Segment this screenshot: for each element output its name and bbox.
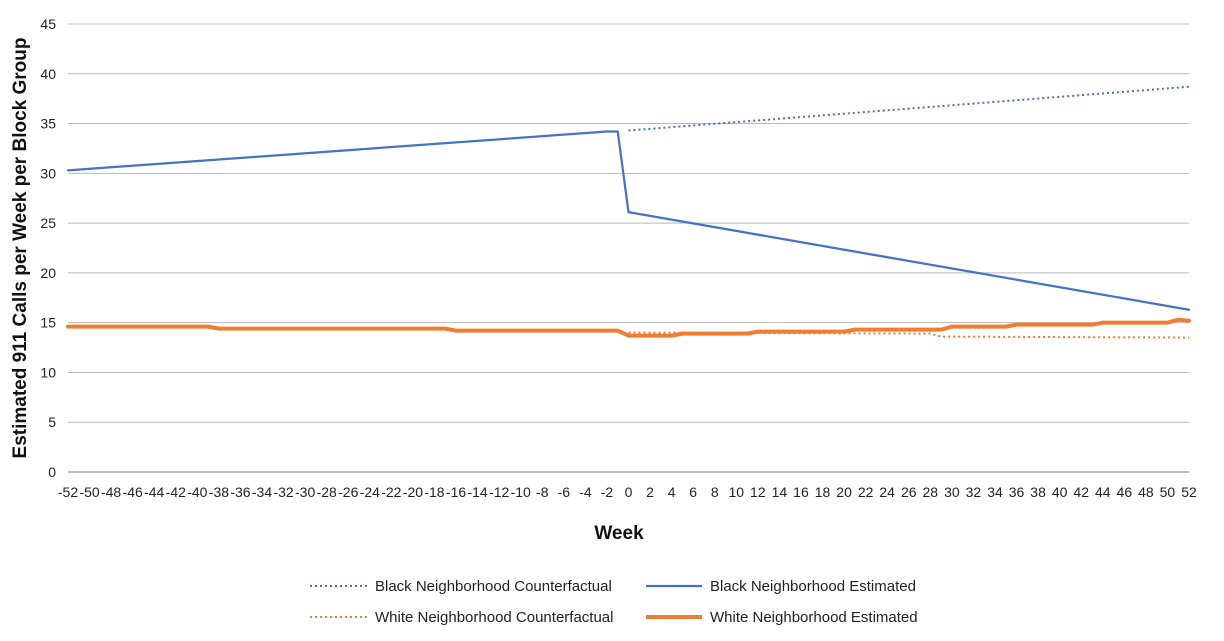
x-tick-label: 22 [858,484,874,500]
legend-item: White Neighborhood Counterfactual [310,609,613,626]
x-tick-label: -46 [123,484,143,500]
legend-item: Black Neighborhood Counterfactual [310,578,612,595]
x-tick-label: 26 [901,484,917,500]
gridlines [68,23,1189,423]
x-tick-label: -30 [295,484,315,500]
x-tick-label: 10 [728,484,744,500]
x-tick-label: 6 [689,484,697,500]
x-tick-label: 0 [625,484,633,500]
x-axis-ticks: -52 -50 -48 -46 -44 -42 -40 -38 -36 -34 -32 -30 -28-… [58,484,1197,500]
y-tick-label: 25 [40,215,56,231]
x-tick-label: -8 [536,484,549,500]
x-tick-label: -2 [601,484,614,500]
x-tick-label: 36 [1009,484,1025,500]
x-tick-label: -50 [79,484,99,500]
y-tick-label: 30 [40,165,56,181]
x-tick-label: 16 [793,484,809,500]
x-tick-label: 24 [879,484,895,500]
x-tick-label: -36 [230,484,250,500]
y-tick-label: 40 [40,66,56,82]
x-tick-label: 50 [1160,484,1176,500]
x-tick-label: 30 [944,484,960,500]
legend-label: Black Neighborhood Estimated [710,578,916,595]
x-tick-label: 4 [668,484,676,500]
x-tick-label: -32 [273,484,293,500]
legend-item: White Neighborhood Estimated [646,609,918,626]
y-tick-label: 0 [48,464,56,480]
legend-label: Black Neighborhood Counterfactual [375,578,612,595]
x-tick-label: -34 [252,484,272,500]
y-tick-label: 10 [40,364,56,380]
x-tick-label: 8 [711,484,719,500]
x-tick-label: -24 [360,484,380,500]
x-tick-label: -42 [166,484,186,500]
x-tick-label: 20 [836,484,852,500]
x-tick-label: -20 [403,484,423,500]
x-tick-label: -52 [58,484,78,500]
series-line-white-neighborhood-estimated [66,317,1191,338]
legend-label: White Neighborhood Estimated [710,609,918,626]
x-tick-label: -14 [467,484,487,500]
legend-item: Black Neighborhood Estimated [646,578,916,595]
x-tick-label: 46 [1117,484,1133,500]
series-line-black-neighborhood-estimated [66,130,1191,311]
x-tick-label: 48 [1138,484,1154,500]
x-axis-title: Week [594,523,644,544]
x-tick-label: -26 [338,484,358,500]
x-tick-label: -40 [187,484,207,500]
y-tick-label: 15 [40,315,56,331]
legend: Black Neighborhood Counterfactual Black … [310,578,918,626]
x-tick-label: 52 [1181,484,1197,500]
x-tick-label: 42 [1073,484,1089,500]
x-tick-label: 38 [1030,484,1046,500]
y-tick-label: 45 [40,16,56,32]
x-tick-label: -18 [424,484,444,500]
x-tick-label: -38 [209,484,229,500]
x-tick-label: -48 [101,484,121,500]
series-line-black-neighborhood-counterfactual [628,85,1190,132]
y-tick-label: 5 [48,414,56,430]
x-tick-label: 34 [987,484,1003,500]
y-axis-title: Estimated 911 Calls per Week per Block G… [10,38,31,459]
y-axis-ticks: 0 5 10 15 20 25 30 35 40 45 [40,16,56,480]
x-tick-label: -4 [579,484,592,500]
x-tick-label: 12 [750,484,766,500]
x-tick-label: 2 [646,484,654,500]
x-tick-label: 32 [966,484,982,500]
x-tick-label: -22 [381,484,401,500]
x-tick-label: -44 [144,484,164,500]
x-tick-label: 28 [923,484,939,500]
y-tick-label: 35 [40,116,56,132]
x-tick-label: 14 [772,484,788,500]
x-tick-label: -28 [317,484,337,500]
x-tick-label: -16 [446,484,466,500]
legend-label: White Neighborhood Counterfactual [375,609,613,626]
series-lines [66,85,1191,339]
x-tick-label: 40 [1052,484,1068,500]
x-tick-label: -6 [558,484,571,500]
y-tick-label: 20 [40,265,56,281]
x-tick-label: -10 [511,484,531,500]
x-tick-label: 18 [815,484,831,500]
x-tick-label: 44 [1095,484,1111,500]
x-tick-label: -12 [489,484,509,500]
